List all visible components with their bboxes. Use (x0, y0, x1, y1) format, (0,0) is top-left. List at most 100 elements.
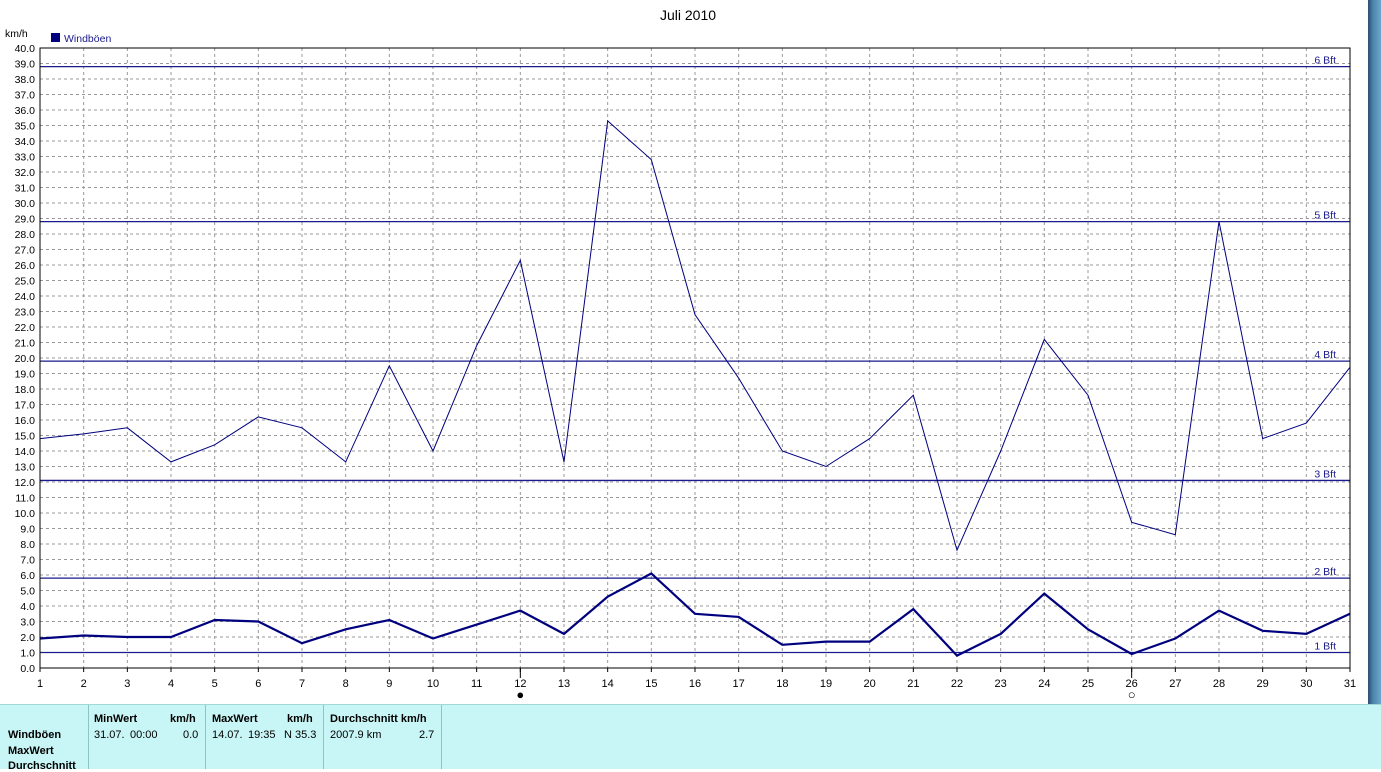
y-tick-label: 35.0 (15, 121, 36, 133)
x-tick-label: 31 (1344, 678, 1356, 690)
x-tick-label: 17 (733, 678, 745, 690)
legend-label: Windböen (64, 33, 111, 45)
y-tick-label: 36.0 (15, 105, 36, 117)
x-tick-label: 2 (81, 678, 87, 690)
beaufort-label: 6 Bft (1314, 55, 1336, 67)
plot-frame (39, 47, 1351, 669)
x-tick-label: 29 (1257, 678, 1269, 690)
x-tick-label: 4 (168, 678, 174, 690)
grid (40, 48, 1350, 668)
min-header: MinWert (94, 713, 138, 725)
y-tick-label: 32.0 (15, 167, 36, 179)
beaufort-label: 1 Bft (1314, 641, 1336, 653)
x-tick-label: 10 (427, 678, 439, 690)
y-tick-label: 34.0 (15, 136, 36, 148)
legend-swatch (51, 33, 60, 42)
y-tick-label: 25.0 (15, 276, 36, 288)
y-tick-label: 40.0 (15, 43, 36, 55)
series-line-average (39, 572, 1351, 657)
y-tick-label: 10.0 (15, 508, 36, 520)
beaufort-label: 4 Bft (1314, 349, 1336, 361)
max-unit: km/h (287, 713, 313, 725)
y-tick-label: 2.0 (20, 632, 35, 644)
max-header: MaxWert (212, 713, 258, 725)
x-tick-label: 14 (602, 678, 614, 690)
max-date: 14.07. (212, 729, 243, 741)
axes: 0.01.02.03.04.05.06.07.08.09.010.011.012… (15, 43, 1357, 702)
y-tick-label: 30.0 (15, 198, 36, 210)
y-tick-label: 7.0 (20, 555, 35, 567)
avg-header: Durchschnitt km/h (330, 713, 427, 725)
y-tick-label: 14.0 (15, 446, 36, 458)
divider (205, 705, 206, 769)
min-date: 31.07. (94, 729, 125, 741)
beaufort-label: 2 Bft (1314, 566, 1336, 578)
y-tick-label: 23.0 (15, 307, 36, 319)
stats-row-label: MaxWert (8, 745, 54, 757)
x-tick-label: 16 (689, 678, 701, 690)
y-tick-label: 26.0 (15, 260, 36, 272)
y-tick-label: 38.0 (15, 74, 36, 86)
y-tick-label: 6.0 (20, 570, 35, 582)
x-tick-label: 8 (343, 678, 349, 690)
y-axis-unit: km/h (5, 28, 28, 40)
max-value: N 35.3 (284, 729, 317, 741)
y-tick-label: 3.0 (20, 617, 35, 629)
y-tick-label: 19.0 (15, 369, 36, 381)
y-tick-label: 13.0 (15, 462, 36, 474)
y-tick-label: 9.0 (20, 524, 35, 536)
stats-row-label: Durchschnitt (8, 760, 76, 772)
x-tick-label: 30 (1300, 678, 1312, 690)
stats-panel: Windböen MaxWert Durchschnitt MinWert km… (0, 704, 1381, 772)
x-tick-label: 3 (124, 678, 130, 690)
y-tick-label: 1.0 (20, 648, 35, 660)
x-tick-label: 25 (1082, 678, 1094, 690)
x-tick-label: 15 (645, 678, 657, 690)
y-tick-label: 33.0 (15, 152, 36, 164)
y-tick-label: 5.0 (20, 586, 35, 598)
y-tick-label: 28.0 (15, 229, 36, 241)
x-tick-label: 24 (1038, 678, 1050, 690)
y-tick-label: 39.0 (15, 59, 36, 71)
moon-phase-icon: ○ (1128, 687, 1136, 702)
x-tick-label: 9 (386, 678, 392, 690)
x-tick-label: 18 (776, 678, 788, 690)
y-tick-label: 17.0 (15, 400, 36, 412)
y-tick-label: 4.0 (20, 601, 35, 613)
series-line-windboeen (39, 119, 1351, 552)
x-tick-label: 20 (864, 678, 876, 690)
avg-distance: 2007.9 km (330, 729, 382, 741)
x-tick-label: 5 (212, 678, 218, 690)
y-tick-label: 16.0 (15, 415, 36, 427)
beaufort-label: 3 Bft (1314, 468, 1336, 480)
x-tick-label: 23 (995, 678, 1007, 690)
series (39, 119, 1351, 657)
x-tick-label: 27 (1169, 678, 1181, 690)
x-tick-label: 26 (1126, 678, 1138, 690)
y-tick-label: 29.0 (15, 214, 36, 226)
y-tick-label: 27.0 (15, 245, 36, 257)
x-tick-label: 22 (951, 678, 963, 690)
x-tick-label: 19 (820, 678, 832, 690)
min-unit: km/h (170, 713, 196, 725)
min-value: 0.0 (183, 729, 199, 741)
y-tick-label: 22.0 (15, 322, 36, 334)
window-edge (1368, 0, 1381, 704)
x-tick-label: 7 (299, 678, 305, 690)
x-tick-label: 21 (907, 678, 919, 690)
y-tick-label: 24.0 (15, 291, 36, 303)
beaufort-lines: 1 Bft 2 Bft 3 Bft 4 Bft 5 Bft 6 Bft (40, 55, 1350, 654)
x-tick-label: 11 (471, 678, 482, 690)
stats-row-label: Windböen (8, 729, 62, 741)
x-tick-label: 13 (558, 678, 570, 690)
x-tick-label: 6 (255, 678, 261, 690)
x-tick-label: 1 (37, 678, 43, 690)
x-tick-label: 12 (514, 678, 526, 690)
y-tick-label: 0.0 (20, 663, 35, 675)
y-tick-label: 8.0 (20, 539, 35, 551)
divider (323, 705, 324, 769)
y-tick-label: 11.0 (15, 493, 35, 505)
divider (88, 705, 89, 769)
y-tick-label: 31.0 (15, 183, 36, 195)
beaufort-label: 5 Bft (1314, 210, 1336, 222)
